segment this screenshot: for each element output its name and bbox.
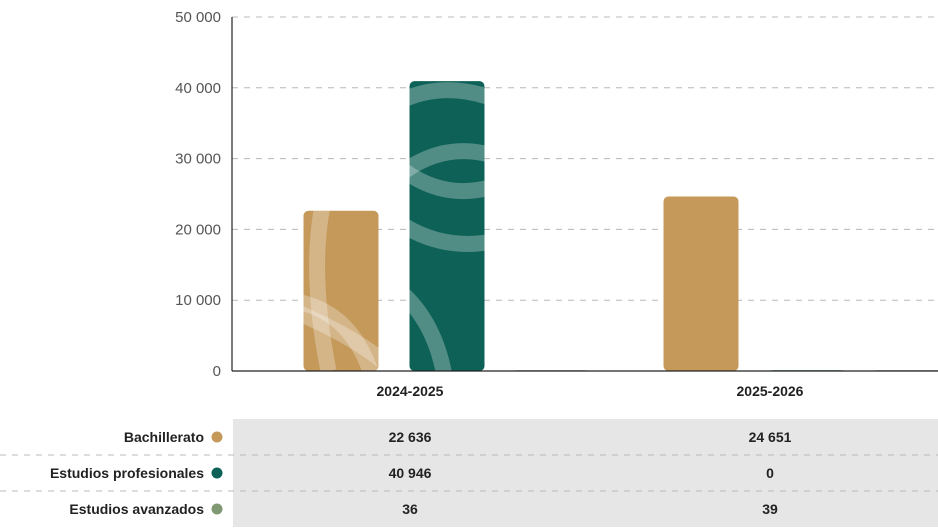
table-background xyxy=(233,419,938,527)
legend-dot xyxy=(211,431,223,443)
y-tick-label: 0 xyxy=(213,363,221,380)
gridlines xyxy=(0,16,938,492)
pattern-arc xyxy=(303,293,379,371)
x-category-label: 2025-2026 xyxy=(737,383,804,399)
table-row-label: Bachillerato xyxy=(124,429,204,445)
pattern-arc xyxy=(409,82,485,107)
legend-dot xyxy=(211,503,223,515)
table-cell-value: 24 651 xyxy=(749,429,792,445)
x-category-label: 2024-2025 xyxy=(377,383,444,399)
labels: 0 10 000 20 000 30 000 40 000 50 000 2024-2025… xyxy=(50,9,804,517)
y-tick-label: 20 000 xyxy=(175,221,221,238)
bar-bachillerato-2024-2025 xyxy=(303,210,379,371)
legend-dot xyxy=(211,467,223,479)
pattern-arc xyxy=(409,143,485,178)
bars xyxy=(303,81,938,371)
bar-pattern xyxy=(409,82,485,371)
table-cell-value: 39 xyxy=(762,501,778,517)
table-panel xyxy=(233,419,938,527)
table-row-label: Estudios avanzados xyxy=(69,501,204,517)
pattern-arc xyxy=(409,219,485,252)
pattern-arc xyxy=(303,303,379,371)
y-tick-label: 50 000 xyxy=(175,9,221,26)
table-row-label: Estudios profesionales xyxy=(50,465,204,481)
table-cell-value: 22 636 xyxy=(389,429,432,445)
y-tick-label: 30 000 xyxy=(175,151,221,168)
bar-bachillerato-2025-2026 xyxy=(663,196,739,371)
table-cell-value: 36 xyxy=(402,501,418,517)
y-tick-label: 10 000 xyxy=(175,292,221,309)
y-tick-label: 40 000 xyxy=(175,80,221,97)
pattern-arc xyxy=(309,210,337,371)
pattern-arc xyxy=(409,164,485,200)
table-cell-value: 40 946 xyxy=(389,465,432,481)
pattern-arc xyxy=(409,284,453,371)
bar-estudios-profesionales-2024-2025 xyxy=(409,81,485,371)
bar-pattern xyxy=(303,210,379,371)
table-cell-value: 0 xyxy=(766,465,774,481)
axes xyxy=(231,17,938,372)
